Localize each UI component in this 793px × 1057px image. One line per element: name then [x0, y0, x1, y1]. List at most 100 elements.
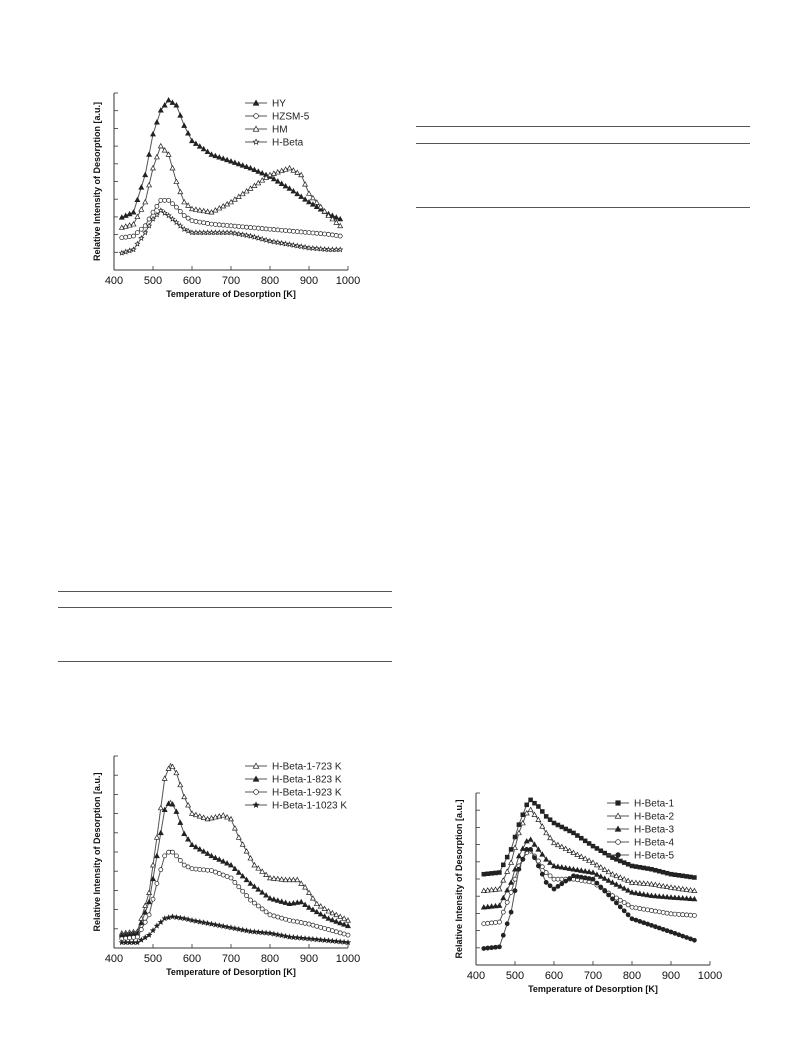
data-point: [337, 233, 343, 239]
x-tick-label: 400: [105, 953, 123, 965]
data-point: [153, 153, 160, 160]
data-point: [126, 939, 133, 946]
data-point: [570, 866, 577, 872]
data-point: [170, 849, 175, 855]
data-point: [259, 906, 265, 912]
data-point: [539, 823, 546, 829]
data-point: [142, 934, 149, 941]
data-point: [609, 871, 616, 877]
data-point: [524, 847, 530, 852]
data-point: [625, 912, 631, 918]
data-point: [488, 903, 495, 909]
data-point: [508, 909, 514, 915]
data-point: [480, 904, 487, 910]
data-point: [298, 898, 305, 905]
x-tick-label: 700: [222, 953, 240, 965]
data-point: [290, 241, 297, 248]
data-point: [216, 222, 222, 228]
data-point: [597, 873, 604, 879]
data-point: [291, 918, 296, 924]
data-point: [262, 929, 270, 936]
legend-marker: [252, 138, 260, 146]
data-point: [590, 843, 596, 849]
data-point: [326, 927, 331, 932]
x-tick-label: 900: [300, 275, 318, 287]
data-point: [555, 822, 561, 828]
data-point: [692, 937, 697, 943]
data-point: [629, 889, 635, 895]
data-point: [209, 868, 214, 873]
x-tick-label: 1000: [336, 953, 360, 965]
data-point: [290, 876, 297, 883]
data-point: [680, 912, 686, 918]
data-point: [692, 913, 697, 918]
data-point: [173, 102, 180, 108]
data-point: [193, 866, 199, 872]
data-point: [551, 886, 557, 892]
data-point: [138, 919, 145, 926]
data-point: [555, 884, 561, 889]
x-tick-label: 600: [545, 970, 563, 982]
data-point: [243, 188, 250, 194]
data-point: [204, 208, 211, 214]
data-point: [321, 913, 328, 919]
data-point: [286, 185, 293, 191]
data-point: [652, 892, 659, 899]
data-point: [543, 829, 550, 836]
data-point: [582, 838, 588, 844]
data-point: [617, 904, 623, 910]
data-point: [247, 928, 254, 935]
data-point: [337, 930, 343, 936]
data-point: [251, 182, 258, 188]
data-point: [231, 925, 239, 932]
data-point: [158, 197, 164, 203]
data-point: [321, 936, 328, 943]
data-point: [512, 888, 518, 894]
data-point: [687, 895, 694, 901]
legend-label: H-Beta-5: [634, 851, 674, 862]
data-point: [664, 883, 671, 890]
data-point: [255, 886, 262, 892]
data-point: [188, 229, 196, 236]
legend-marker: [615, 839, 621, 845]
data-point: [247, 185, 254, 191]
data-point: [551, 820, 557, 826]
data-point: [209, 221, 214, 227]
data-point: [278, 932, 285, 939]
data-point: [184, 916, 192, 923]
data-point: [574, 851, 581, 857]
data-point: [345, 917, 351, 923]
data-point: [138, 927, 144, 932]
data-point: [196, 918, 203, 925]
data-point: [193, 219, 199, 224]
data-point: [519, 819, 526, 826]
data-point: [196, 143, 203, 149]
data-point: [691, 887, 698, 893]
data-point: [291, 228, 296, 234]
data-point: [153, 119, 160, 125]
data-point: [481, 871, 487, 877]
data-point: [196, 846, 203, 852]
data-point: [212, 921, 219, 928]
data-point: [220, 858, 227, 864]
data-point: [130, 246, 137, 253]
data-point: [298, 920, 304, 925]
data-point: [228, 223, 234, 229]
data-point: [325, 937, 332, 944]
data-point: [684, 935, 689, 940]
data-point: [287, 917, 292, 923]
data-point: [684, 874, 689, 879]
data-point: [317, 936, 324, 943]
data-point: [621, 860, 627, 865]
data-point: [119, 235, 125, 241]
data-point: [192, 917, 200, 924]
data-point: [605, 868, 612, 875]
data-point: [501, 862, 506, 868]
data-point: [251, 928, 258, 935]
series-hm: HM: [118, 125, 344, 230]
data-point: [174, 204, 179, 210]
data-point: [306, 889, 312, 895]
data-point: [330, 928, 335, 934]
data-point: [625, 862, 631, 867]
data-point: [629, 879, 635, 885]
